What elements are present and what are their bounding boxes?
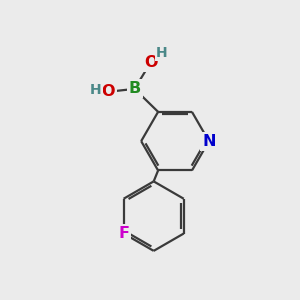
Text: B: B — [128, 81, 141, 96]
Text: O: O — [144, 55, 158, 70]
Text: H: H — [156, 46, 168, 60]
Text: N: N — [202, 134, 216, 149]
Text: O: O — [101, 84, 115, 99]
Text: H: H — [90, 83, 101, 97]
Text: F: F — [118, 226, 129, 241]
